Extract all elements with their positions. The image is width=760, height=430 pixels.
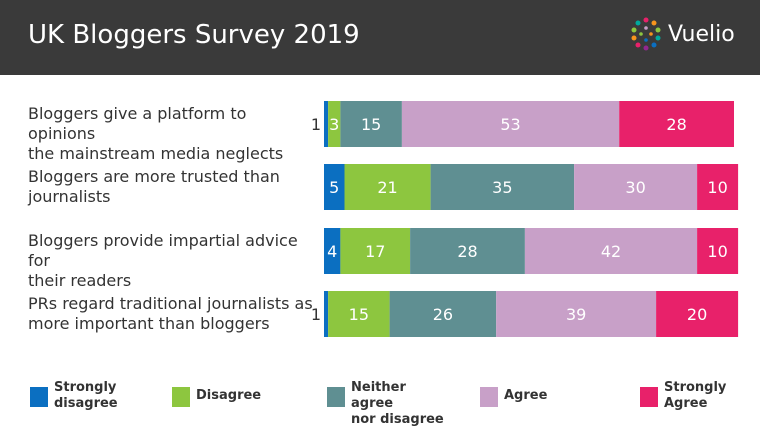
data-label: 30	[625, 178, 645, 197]
bar-segment	[328, 101, 341, 147]
bar-segment	[619, 101, 734, 147]
category-label: Bloggers are more trusted than journalist…	[28, 167, 313, 207]
data-label: 4	[327, 242, 337, 261]
legend-label-line: Strongly	[54, 380, 117, 395]
bar-segment	[656, 291, 739, 337]
header-bar: UK Bloggers Survey 2019 Vuelio	[0, 0, 760, 75]
bar-segment	[697, 164, 739, 210]
bar-segment	[410, 228, 525, 274]
bar-segment	[496, 291, 657, 337]
legend-swatch	[172, 387, 190, 407]
data-label: 28	[666, 115, 686, 134]
bar-segment	[524, 228, 698, 274]
legend-label-line: Disagree	[196, 388, 262, 403]
legend-label-line: nor disagree	[351, 412, 444, 427]
category-label-line: Bloggers are more trusted than	[28, 167, 280, 186]
category-label: PRs regard traditional journalists as mor…	[28, 294, 313, 334]
data-label: 3	[329, 115, 339, 134]
category-label-line: the mainstream media neglects	[28, 144, 284, 163]
data-label: 10	[707, 178, 727, 197]
category-label: Bloggers give a platform to opinions the …	[28, 104, 313, 164]
data-label: 21	[377, 178, 397, 197]
category-label-line: Bloggers provide impartial advice for	[28, 231, 298, 270]
legend-swatch	[640, 387, 658, 407]
data-label: 20	[687, 305, 707, 324]
data-label: 10	[707, 242, 727, 261]
bar-segment	[324, 101, 329, 147]
bar-segment	[574, 164, 698, 210]
data-label: 1	[311, 115, 321, 134]
category-label: Bloggers provide impartial advice for the…	[28, 231, 313, 291]
data-label: 5	[329, 178, 339, 197]
data-label: 53	[500, 115, 520, 134]
bar-segment	[340, 228, 411, 274]
category-label-line: Bloggers give a platform to opinions	[28, 104, 247, 143]
data-label: 15	[349, 305, 369, 324]
bar-segment	[328, 291, 390, 337]
data-label: 35	[492, 178, 512, 197]
stacked-bar-chart: 1 3 15 53 285 21 35 30 104 17 28 42 101 15 26 39 20	[311, 101, 739, 337]
legend-swatch	[480, 387, 498, 407]
legend-swatch	[30, 387, 48, 407]
legend-label: Agree	[504, 388, 604, 404]
legend-swatch	[327, 387, 345, 407]
logo-text: Vuelio	[668, 22, 735, 47]
category-label-line: PRs regard traditional journalists as	[28, 294, 313, 313]
legend-label-line: disagree	[54, 396, 118, 411]
legend-label: Neither agree nor disagree	[351, 380, 451, 428]
bar-segment	[389, 291, 497, 337]
bar-segment	[401, 101, 620, 147]
bar-segment	[344, 164, 431, 210]
bar-segment	[324, 164, 345, 210]
data-label: 26	[433, 305, 453, 324]
bar-segment	[324, 291, 329, 337]
category-label-line: their readers	[28, 271, 132, 290]
legend-label: Strongly disagree	[54, 380, 154, 412]
page-title: UK Bloggers Survey 2019	[28, 20, 360, 50]
legend-label: Disagree	[196, 388, 296, 404]
category-label-line: journalists	[28, 187, 111, 206]
data-label: 15	[361, 115, 381, 134]
legend-label-line: Neither agree	[351, 380, 406, 411]
legend-label-line: Agree	[664, 396, 708, 411]
data-label: 28	[457, 242, 477, 261]
legend-label-line: Strongly	[664, 380, 727, 395]
bar-segment	[697, 228, 739, 274]
bar-segment	[340, 101, 402, 147]
data-label: 39	[566, 305, 586, 324]
legend-label: Strongly Agree	[664, 380, 760, 412]
logo-dots-icon	[631, 17, 661, 51]
data-label: 17	[365, 242, 385, 261]
vuelio-logo: Vuelio	[628, 16, 738, 56]
bar-segment	[324, 228, 341, 274]
category-label-line: more important than bloggers	[28, 314, 270, 333]
bar-segment	[430, 164, 575, 210]
data-label: 1	[311, 305, 321, 324]
legend-label-line: Agree	[504, 388, 548, 403]
data-label: 42	[601, 242, 621, 261]
